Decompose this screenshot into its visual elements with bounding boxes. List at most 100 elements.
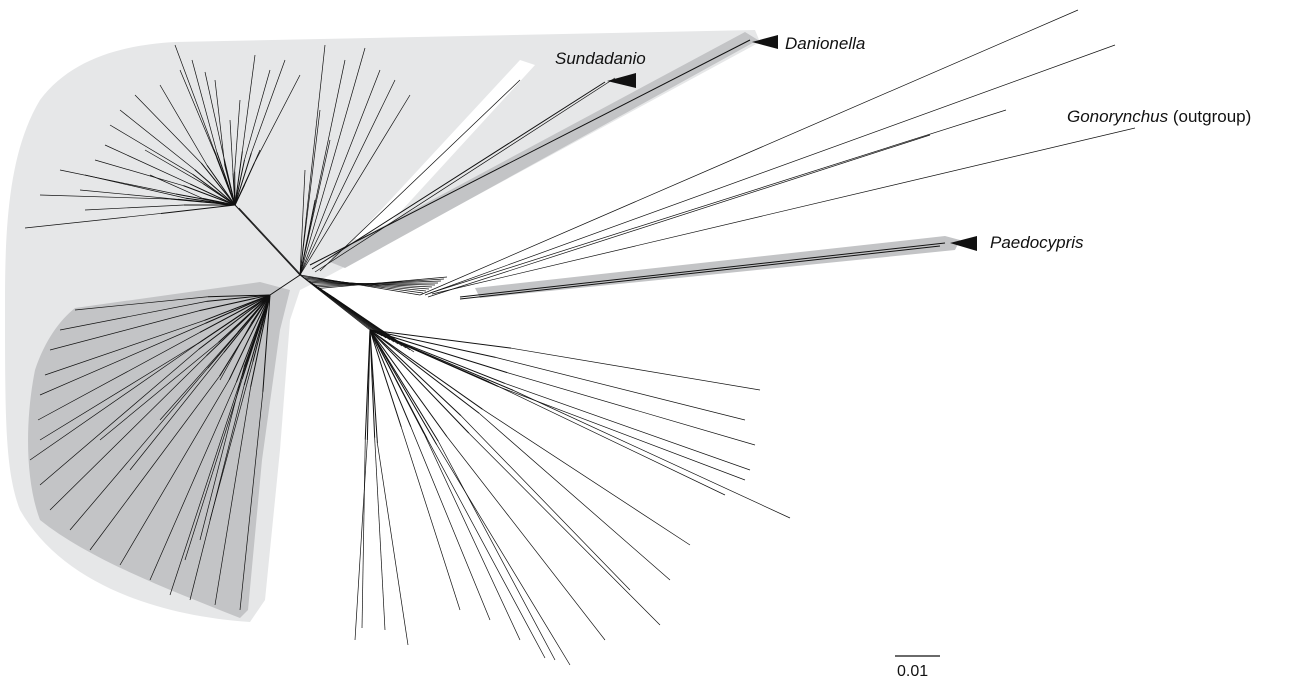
network-edge <box>39 349 199 486</box>
network-edge <box>478 412 671 581</box>
label-gonorynchus-note: (outgroup) <box>1168 107 1251 126</box>
network-edge <box>436 444 571 666</box>
network-edge <box>424 44 1116 296</box>
network-edge <box>39 341 201 441</box>
network-edge <box>109 124 193 175</box>
network-edge <box>84 204 184 211</box>
network-edge <box>149 381 237 581</box>
network-edge <box>377 443 409 646</box>
network-edge <box>369 329 508 374</box>
network-edge <box>459 242 946 298</box>
network-edge <box>79 189 178 200</box>
network-edge <box>254 74 301 164</box>
network-edge <box>410 426 491 621</box>
network-edge <box>215 156 236 206</box>
network-edge <box>299 199 316 276</box>
network-edge <box>159 84 208 166</box>
network-edge <box>59 301 207 331</box>
network-edge <box>184 378 243 561</box>
network-edge <box>468 432 661 626</box>
network-edge <box>369 329 480 414</box>
network-edge <box>204 71 225 159</box>
network-edge <box>234 184 246 206</box>
network-edge <box>207 294 271 298</box>
network-edge <box>234 152 252 206</box>
network-edge <box>369 329 490 383</box>
network-edge <box>437 440 556 661</box>
network-edge <box>250 59 286 154</box>
network-edge <box>144 149 204 184</box>
white-gap <box>355 60 535 245</box>
network-edge <box>49 310 200 351</box>
sundadanio-arrow <box>607 73 636 88</box>
label-sundadanio: Sundadanio <box>555 49 646 68</box>
network-edge <box>39 194 171 200</box>
network-edge <box>39 322 206 396</box>
network-edge <box>69 367 208 531</box>
network-edge <box>299 169 306 276</box>
network-edge <box>198 294 271 350</box>
network-edge <box>199 367 245 541</box>
network-edge <box>104 144 191 185</box>
network-edge <box>299 109 321 276</box>
label-gonorynchus: Gonorynchus (outgroup) <box>1067 107 1251 126</box>
network-edge <box>170 198 236 206</box>
network-edge <box>366 329 371 441</box>
network-edge <box>59 169 176 195</box>
network-edge <box>37 332 200 421</box>
network-edge <box>99 341 219 441</box>
danionella-arrow <box>752 35 778 49</box>
network-edge <box>129 352 225 471</box>
network-edge <box>299 274 371 331</box>
network-edge <box>174 44 215 150</box>
network-edge <box>419 9 1079 296</box>
network-edge <box>299 69 381 276</box>
network-edge <box>197 294 271 345</box>
network-edge <box>232 173 236 206</box>
network-edge <box>199 294 271 333</box>
label-paedocypris: Paedocypris <box>990 233 1084 252</box>
network-edge <box>229 119 234 174</box>
network-edge <box>175 193 236 206</box>
network-edge <box>204 294 271 321</box>
network-edge <box>460 415 631 591</box>
network-edge <box>311 81 606 270</box>
network-edge <box>400 426 461 611</box>
network-edge <box>239 391 264 611</box>
network-edge <box>159 331 239 421</box>
network-edge <box>244 69 271 161</box>
network-edge <box>369 329 506 384</box>
network-edge <box>234 151 243 206</box>
network-edge <box>238 207 305 279</box>
network-edge <box>224 164 236 206</box>
network-edge <box>250 294 271 388</box>
network-edge <box>369 329 439 442</box>
network-edge <box>369 329 402 428</box>
network-edge <box>429 109 1007 294</box>
network-edge <box>482 408 691 546</box>
network-edge <box>202 183 236 206</box>
network-edge <box>317 276 448 289</box>
network-edge <box>24 213 161 229</box>
network-edge <box>354 440 368 641</box>
network-edge <box>49 355 207 511</box>
network-edge <box>205 294 271 324</box>
network-edge <box>206 294 271 302</box>
network-edge <box>228 294 271 380</box>
network-edge <box>250 294 271 324</box>
network-edge <box>314 77 616 273</box>
network-edge <box>242 54 256 152</box>
network-edge <box>431 127 1136 295</box>
network-edge <box>262 294 271 392</box>
network-edge <box>369 329 425 434</box>
network-edge <box>243 294 271 368</box>
network-edge <box>423 433 521 641</box>
scale-bar-label: 0.01 <box>897 663 928 680</box>
network-edge <box>209 361 254 521</box>
network-edge <box>219 323 252 381</box>
label-gonorynchus-genus: Gonorynchus <box>1067 107 1169 126</box>
network-edge <box>200 162 236 206</box>
network-edge <box>369 329 496 358</box>
network-edge <box>369 329 512 349</box>
network-edge <box>214 386 251 606</box>
